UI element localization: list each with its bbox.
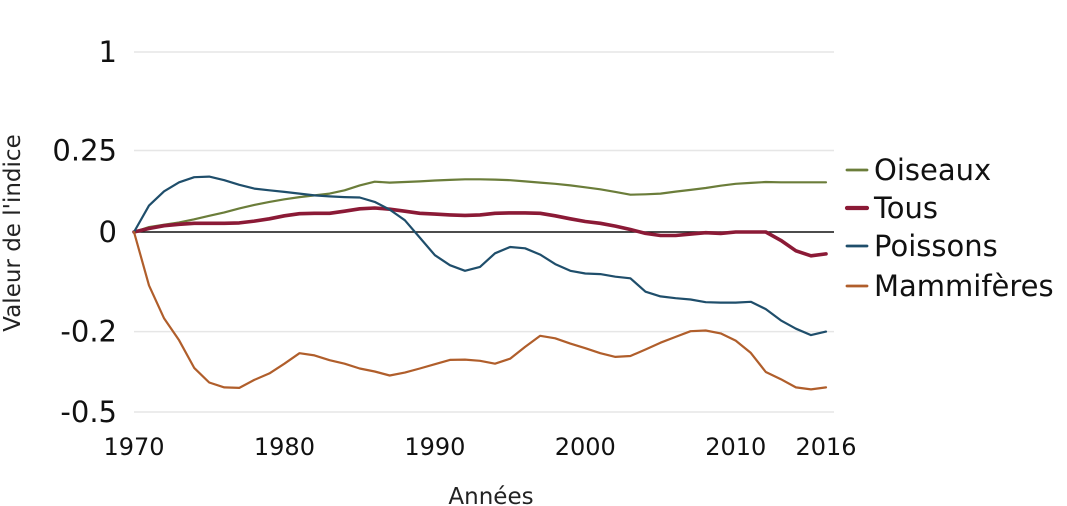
series-line-2	[132, 206, 828, 258]
y-tick-label: -0.2	[60, 315, 117, 349]
y-tick-label: 1	[99, 35, 117, 69]
x-axis-ticks: 1970 1980 1990 2000 2010 2016	[103, 433, 856, 461]
legend-label: Oiseaux	[874, 153, 991, 187]
y-axis-ticks: 1 0.25 0 -0.2 -0.5	[52, 35, 117, 429]
series-line-1	[132, 178, 828, 234]
series-line-3	[132, 175, 828, 337]
x-tick-label: 2016	[795, 433, 856, 461]
x-axis-label: Années	[448, 484, 533, 506]
legend-label: Mammifères	[874, 269, 1054, 303]
y-axis-label: Valeur de l'indice	[0, 134, 26, 331]
series-line-4	[132, 230, 828, 391]
series-lines	[132, 175, 828, 391]
x-tick-label: 2000	[555, 433, 616, 461]
y-tick-label: -0.5	[60, 395, 117, 429]
x-tick-label: 1990	[404, 433, 465, 461]
x-tick-label: 1980	[254, 433, 315, 461]
y-tick-label: 0.25	[52, 134, 117, 168]
y-tick-label: 0	[99, 215, 117, 249]
x-tick-label: 2010	[705, 433, 766, 461]
x-tick-label: 1970	[103, 433, 164, 461]
grid	[134, 51, 834, 413]
legend: Oiseaux Tous Poissons Mammifères	[844, 153, 1054, 303]
legend-label: Tous	[873, 191, 938, 225]
legend-label: Poissons	[874, 229, 998, 263]
